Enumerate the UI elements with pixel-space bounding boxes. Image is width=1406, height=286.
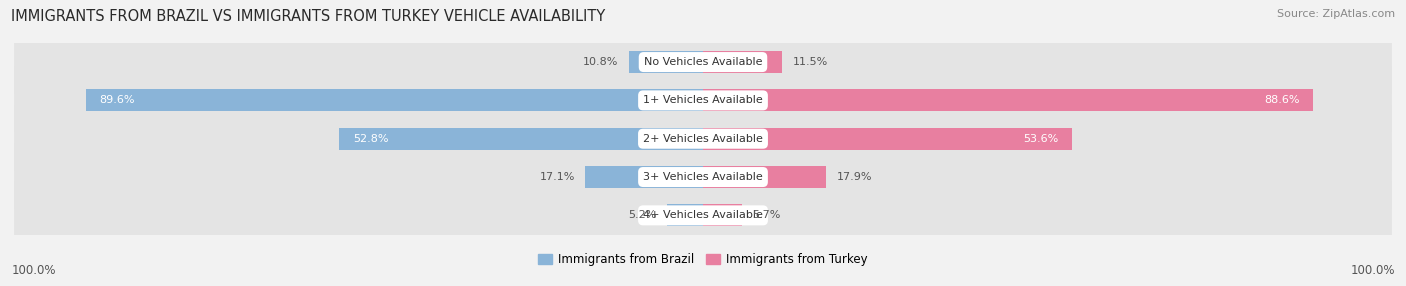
- Text: 11.5%: 11.5%: [793, 57, 828, 67]
- FancyBboxPatch shape: [14, 23, 1392, 101]
- Text: IMMIGRANTS FROM BRAZIL VS IMMIGRANTS FROM TURKEY VEHICLE AVAILABILITY: IMMIGRANTS FROM BRAZIL VS IMMIGRANTS FRO…: [11, 9, 606, 23]
- Bar: [86, 89, 703, 112]
- Bar: [703, 166, 827, 188]
- FancyBboxPatch shape: [14, 80, 1392, 121]
- FancyBboxPatch shape: [14, 118, 1392, 159]
- Text: 5.7%: 5.7%: [752, 210, 780, 220]
- Text: 1+ Vehicles Available: 1+ Vehicles Available: [643, 96, 763, 105]
- Bar: [703, 204, 742, 227]
- Bar: [703, 51, 782, 73]
- Text: 10.8%: 10.8%: [583, 57, 619, 67]
- Text: 100.0%: 100.0%: [1350, 265, 1395, 277]
- Text: 100.0%: 100.0%: [11, 265, 56, 277]
- FancyBboxPatch shape: [14, 195, 1392, 236]
- Text: 89.6%: 89.6%: [100, 96, 135, 105]
- Text: 88.6%: 88.6%: [1264, 96, 1299, 105]
- Bar: [703, 89, 1313, 112]
- Bar: [628, 51, 703, 73]
- Text: 5.2%: 5.2%: [628, 210, 657, 220]
- Bar: [668, 204, 703, 227]
- FancyBboxPatch shape: [14, 156, 1392, 198]
- Text: 2+ Vehicles Available: 2+ Vehicles Available: [643, 134, 763, 144]
- Bar: [585, 166, 703, 188]
- FancyBboxPatch shape: [14, 100, 1392, 177]
- Bar: [703, 128, 1073, 150]
- Bar: [339, 128, 703, 150]
- Text: 17.1%: 17.1%: [540, 172, 575, 182]
- Legend: Immigrants from Brazil, Immigrants from Turkey: Immigrants from Brazil, Immigrants from …: [533, 248, 873, 271]
- Text: 4+ Vehicles Available: 4+ Vehicles Available: [643, 210, 763, 220]
- Text: 52.8%: 52.8%: [353, 134, 388, 144]
- Text: 3+ Vehicles Available: 3+ Vehicles Available: [643, 172, 763, 182]
- FancyBboxPatch shape: [14, 177, 1392, 254]
- Text: 17.9%: 17.9%: [837, 172, 872, 182]
- FancyBboxPatch shape: [14, 62, 1392, 139]
- Text: 53.6%: 53.6%: [1024, 134, 1059, 144]
- Text: Source: ZipAtlas.com: Source: ZipAtlas.com: [1277, 9, 1395, 19]
- FancyBboxPatch shape: [14, 138, 1392, 216]
- Text: No Vehicles Available: No Vehicles Available: [644, 57, 762, 67]
- FancyBboxPatch shape: [14, 41, 1392, 83]
